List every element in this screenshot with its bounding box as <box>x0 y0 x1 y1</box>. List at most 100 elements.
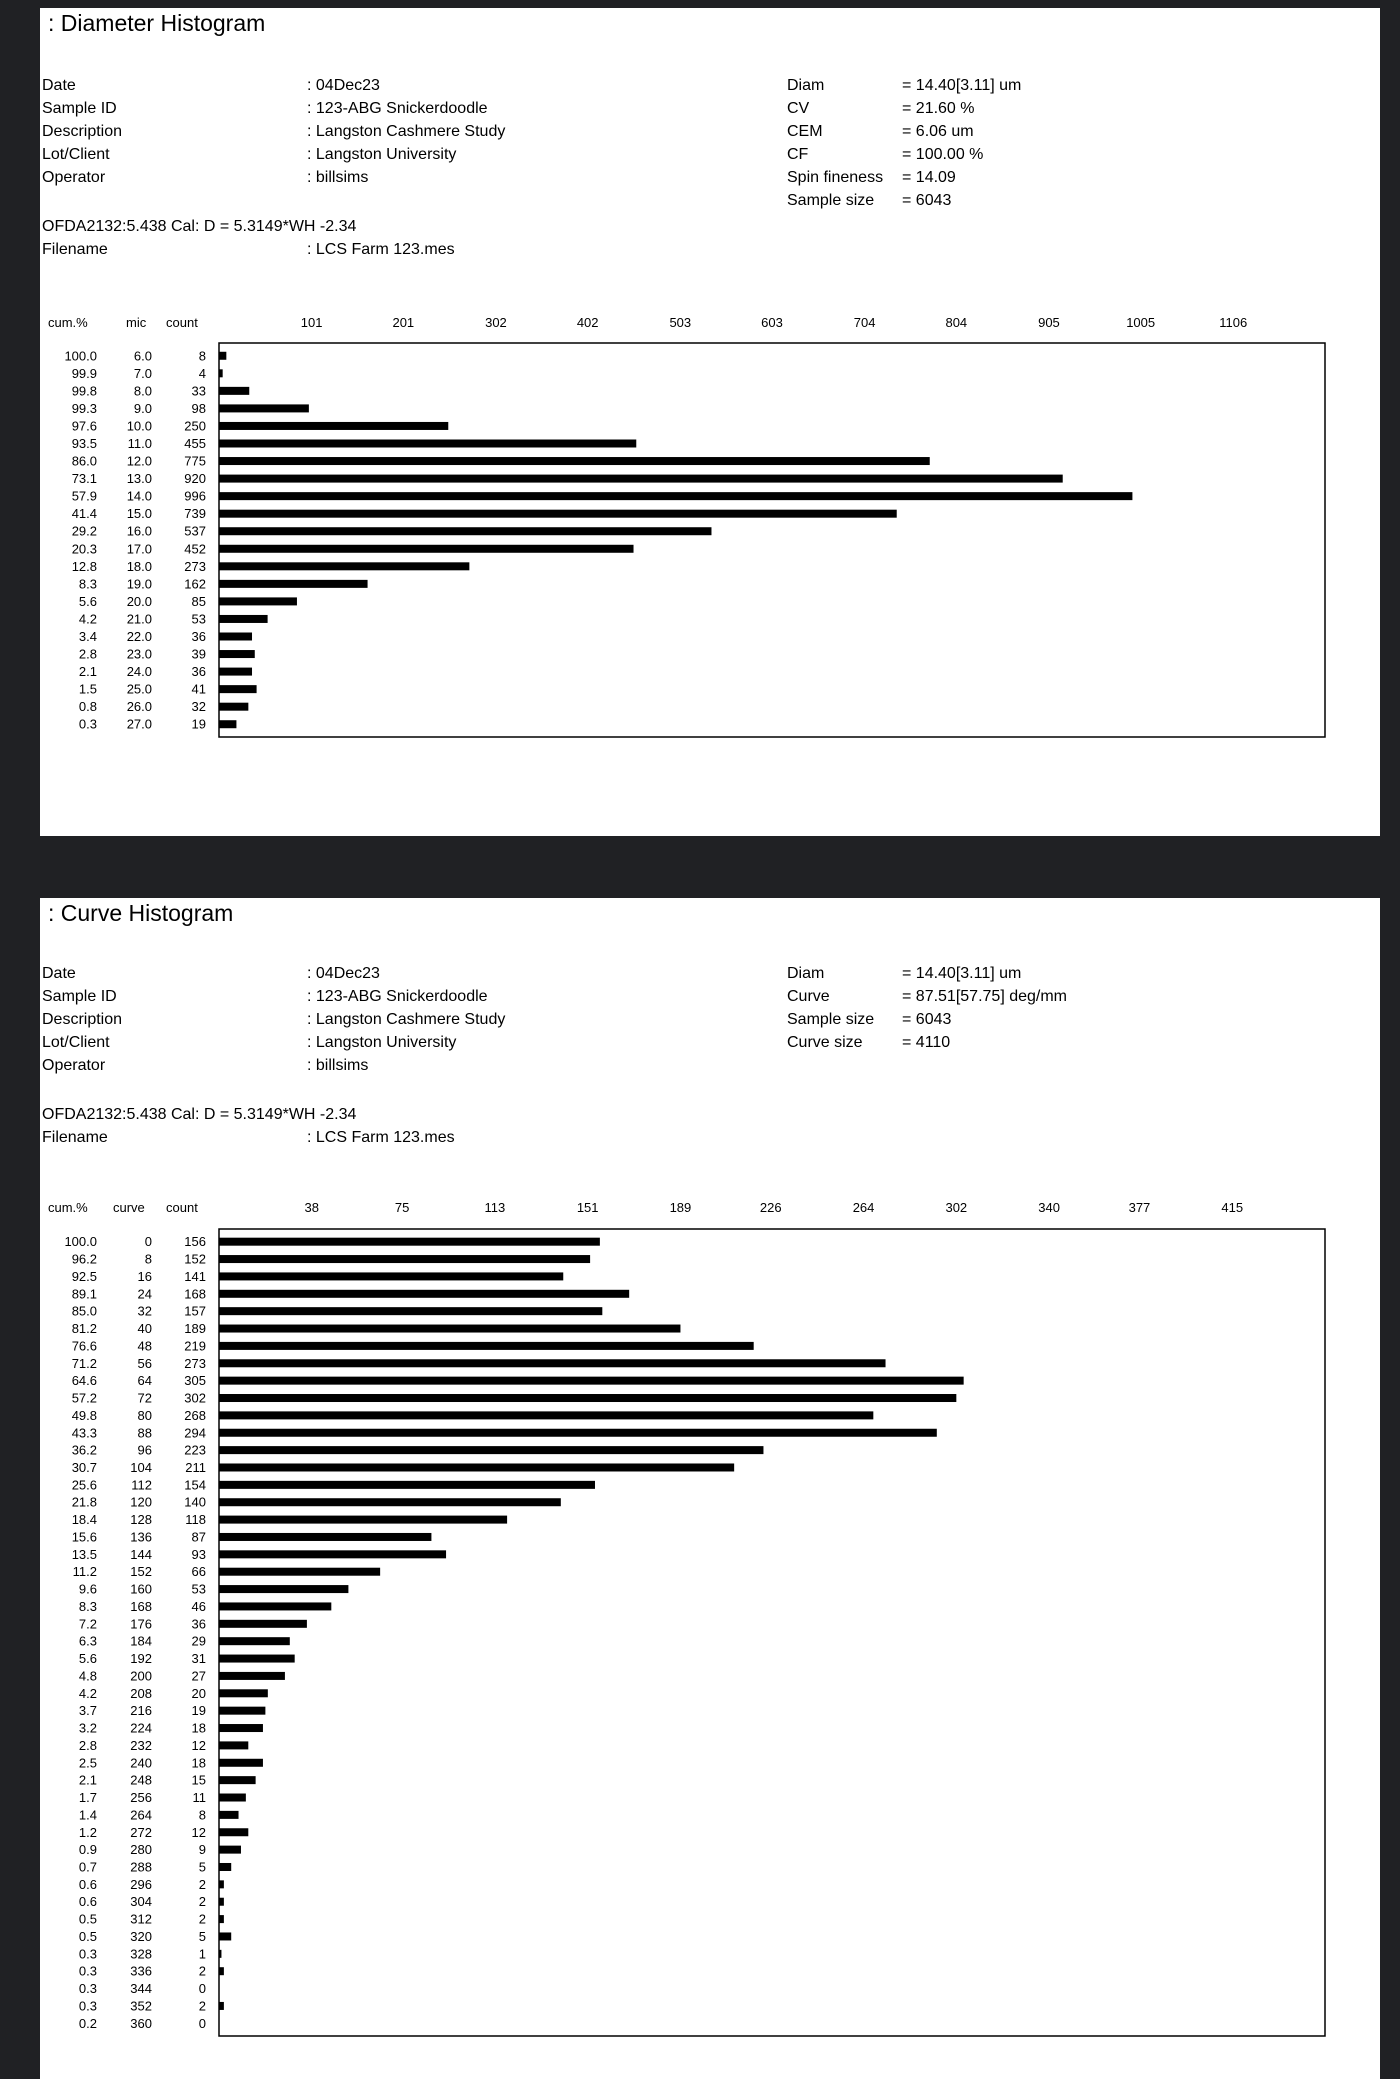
cum-percent-label: 0.3 <box>79 1964 97 1979</box>
column-header-mic: mic <box>126 315 147 330</box>
cum-percent-label: 29.2 <box>72 524 97 539</box>
cum-percent-label: 89.1 <box>72 1286 97 1301</box>
histogram-bar <box>219 1602 332 1611</box>
count-label: 452 <box>184 541 206 556</box>
category-label: 256 <box>130 1790 152 1805</box>
category-label: 0 <box>145 1234 152 1249</box>
count-label: 775 <box>184 454 206 469</box>
histogram-bar <box>219 1949 222 1958</box>
filename-value: : LCS Farm 123.mes <box>307 241 455 258</box>
count-label: 9 <box>199 1842 206 1857</box>
cum-percent-label: 81.2 <box>72 1321 97 1336</box>
count-label: 31 <box>192 1651 206 1666</box>
info-value-date: : 04Dec23 <box>307 965 380 982</box>
count-label: 19 <box>192 717 206 732</box>
cum-percent-label: 0.6 <box>79 1894 97 1909</box>
filename-value: : LCS Farm 123.mes <box>307 1129 455 1146</box>
cum-percent-label: 57.9 <box>72 489 97 504</box>
x-tick-label: 804 <box>945 315 967 330</box>
category-label: 16.0 <box>127 524 152 539</box>
cum-percent-label: 0.7 <box>79 1859 97 1874</box>
count-label: 29 <box>192 1634 206 1649</box>
cum-percent-label: 3.4 <box>79 629 97 644</box>
count-label: 4 <box>199 366 206 381</box>
cum-percent-label: 11.2 <box>73 1564 97 1579</box>
count-label: 8 <box>199 348 206 363</box>
stat-value-cem: = 6.06 um <box>902 123 974 140</box>
histogram-bar <box>219 1897 224 1906</box>
category-label: 72 <box>138 1391 152 1406</box>
x-tick-label: 226 <box>760 1200 782 1215</box>
count-label: 36 <box>192 1616 206 1631</box>
histogram-bar <box>219 1272 564 1281</box>
x-tick-label: 264 <box>853 1200 875 1215</box>
cum-percent-label: 30.7 <box>72 1460 97 1475</box>
histogram-bar <box>219 650 255 659</box>
category-label: 224 <box>130 1721 152 1736</box>
category-label: 27.0 <box>127 717 152 732</box>
category-label: 96 <box>138 1443 152 1458</box>
histogram-bar <box>219 1376 964 1385</box>
cum-percent-label: 25.6 <box>72 1477 97 1492</box>
count-label: 152 <box>184 1252 206 1267</box>
count-label: 11 <box>193 1790 207 1805</box>
count-label: 162 <box>184 576 206 591</box>
count-label: 1 <box>199 1946 206 1961</box>
category-label: 320 <box>130 1929 152 1944</box>
stat-value-sample-size: = 6043 <box>902 192 952 209</box>
count-label: 0 <box>199 2016 206 2031</box>
stat-label-sample-size: Sample size <box>787 1011 875 1028</box>
cum-percent-label: 12.8 <box>72 559 97 574</box>
cum-percent-label: 3.2 <box>79 1721 97 1736</box>
cum-percent-label: 2.8 <box>79 1738 97 1753</box>
category-label: 152 <box>130 1564 152 1579</box>
column-header-cum: cum.% <box>48 1200 88 1215</box>
cum-percent-label: 1.7 <box>79 1790 97 1805</box>
histogram-bar <box>219 1932 232 1941</box>
count-label: 36 <box>192 664 206 679</box>
histogram-bar <box>219 1324 681 1333</box>
count-label: 294 <box>184 1425 206 1440</box>
stat-label-cf: CF <box>787 146 809 163</box>
cum-percent-label: 5.6 <box>79 1651 97 1666</box>
count-label: 98 <box>192 401 206 416</box>
category-label: 304 <box>130 1894 152 1909</box>
histogram-bar <box>219 632 253 641</box>
count-label: 2 <box>199 1912 206 1927</box>
x-tick-label: 201 <box>392 315 414 330</box>
count-label: 273 <box>184 559 206 574</box>
histogram-bar <box>219 1845 241 1854</box>
count-label: 305 <box>184 1373 206 1388</box>
histogram-bar <box>219 1741 249 1750</box>
cum-percent-label: 18.4 <box>72 1512 97 1527</box>
histogram-bar <box>219 614 268 623</box>
count-label: 5 <box>199 1929 206 1944</box>
count-label: 12 <box>192 1738 206 1753</box>
info-label-sample-id: Sample ID <box>42 988 117 1005</box>
category-label: 104 <box>130 1460 152 1475</box>
info-label-date: Date <box>42 965 76 982</box>
count-label: 996 <box>184 489 206 504</box>
cum-percent-label: 0.3 <box>79 1981 97 1996</box>
curve-histogram-panel: : Curve Histogram Date Sample ID Descrip… <box>40 898 1380 2079</box>
count-label: 39 <box>192 647 206 662</box>
histogram-bar <box>219 1428 937 1437</box>
category-label: 19.0 <box>127 576 152 591</box>
category-label: 128 <box>130 1512 152 1527</box>
cum-percent-label: 2.5 <box>79 1755 97 1770</box>
count-label: 211 <box>185 1460 206 1475</box>
histogram-bar <box>219 439 637 448</box>
cum-percent-label: 49.8 <box>72 1408 97 1423</box>
cum-percent-label: 7.2 <box>79 1616 97 1631</box>
histogram-bar <box>219 1515 508 1524</box>
cum-percent-label: 76.6 <box>72 1338 97 1353</box>
cum-percent-label: 0.5 <box>79 1912 97 1927</box>
histogram-bar <box>219 1255 591 1264</box>
histogram-bar <box>219 702 249 711</box>
x-tick-label: 377 <box>1129 1200 1151 1215</box>
category-label: 176 <box>130 1616 152 1631</box>
cum-percent-label: 92.5 <box>72 1269 97 1284</box>
category-label: 26.0 <box>127 699 152 714</box>
histogram-bar <box>219 404 309 413</box>
